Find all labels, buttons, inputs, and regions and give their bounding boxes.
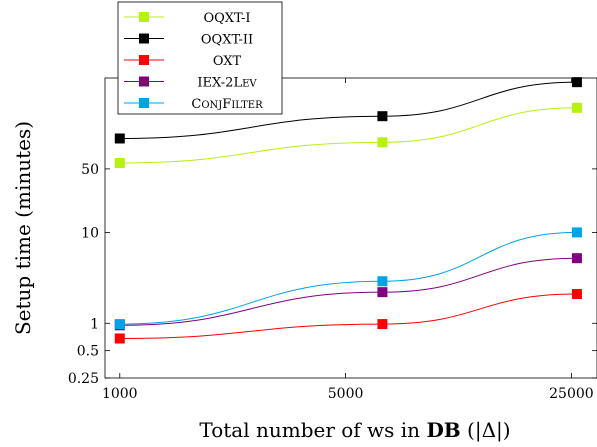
data-point-oqxt-i-0	[114, 158, 125, 169]
data-point-oxt-0	[114, 333, 125, 344]
legend-marker-conjfilter	[139, 98, 149, 108]
legend-label-oqxt-i: OQXT-I	[203, 11, 250, 26]
x-axis-label-bold: DB	[426, 418, 460, 442]
data-point-iex-2lev-2	[571, 253, 582, 264]
legend-label-oqxt-ii: OQXT-II	[201, 33, 253, 48]
y-ticks: 0.25 0.5 1 10 50	[68, 162, 597, 387]
data-point-conjfilter-0	[114, 319, 125, 330]
legend-marker-oqxt-i	[139, 12, 149, 22]
x-tick-label: 25000	[549, 386, 594, 402]
data-point-oxt-1	[377, 319, 388, 330]
legend-label-conjfilter: CONJFILTER	[191, 97, 263, 112]
x-axis-label: Total number of ws in DB (|Δ|)	[199, 418, 510, 443]
y-tick-label: 50	[81, 162, 99, 178]
legend-marker-iex-2lev	[139, 76, 149, 87]
x-tick-label: 1000	[102, 386, 138, 402]
data-point-conjfilter-1	[377, 276, 388, 287]
y-tick-label: 0.5	[77, 344, 99, 360]
x-tick-label: 5000	[328, 386, 364, 402]
data-point-iex-2lev-1	[377, 287, 388, 298]
series-line-iex-2lev	[119, 257, 577, 326]
x-axis-label-suffix: (|Δ|)	[461, 418, 511, 443]
data-point-oqxt-ii-1	[377, 111, 388, 122]
series-layer	[114, 77, 582, 344]
data-point-oqxt-i-1	[377, 137, 388, 148]
data-point-oxt-2	[571, 289, 582, 300]
legend-marker-oqxt-ii	[139, 33, 149, 44]
y-tick-label: 0.25	[68, 371, 99, 387]
data-point-oqxt-ii-2	[571, 77, 582, 88]
y-axis-label: Setup time (minutes)	[11, 121, 35, 335]
x-ticks: 1000 5000 25000	[102, 78, 594, 402]
legend-label-iex-2lev: IEX-2LEV	[197, 76, 257, 91]
data-point-oqxt-i-2	[571, 102, 582, 113]
series-line-conjfilter	[119, 231, 577, 325]
data-point-oqxt-ii-0	[114, 133, 125, 144]
legend-marker-oxt	[139, 55, 149, 65]
y-tick-label: 10	[81, 225, 99, 241]
y-tick-label: 1	[90, 316, 99, 332]
data-point-conjfilter-2	[571, 227, 582, 238]
x-axis-label-prefix: Total number of ws in	[199, 418, 426, 442]
plot-frame	[104, 77, 597, 379]
legend-label-oxt: OXT	[213, 54, 242, 69]
legend: OQXT-I OQXT-II OXT IEX-2LEV CONJFILTER	[117, 1, 283, 115]
series-line-oxt	[119, 293, 577, 340]
